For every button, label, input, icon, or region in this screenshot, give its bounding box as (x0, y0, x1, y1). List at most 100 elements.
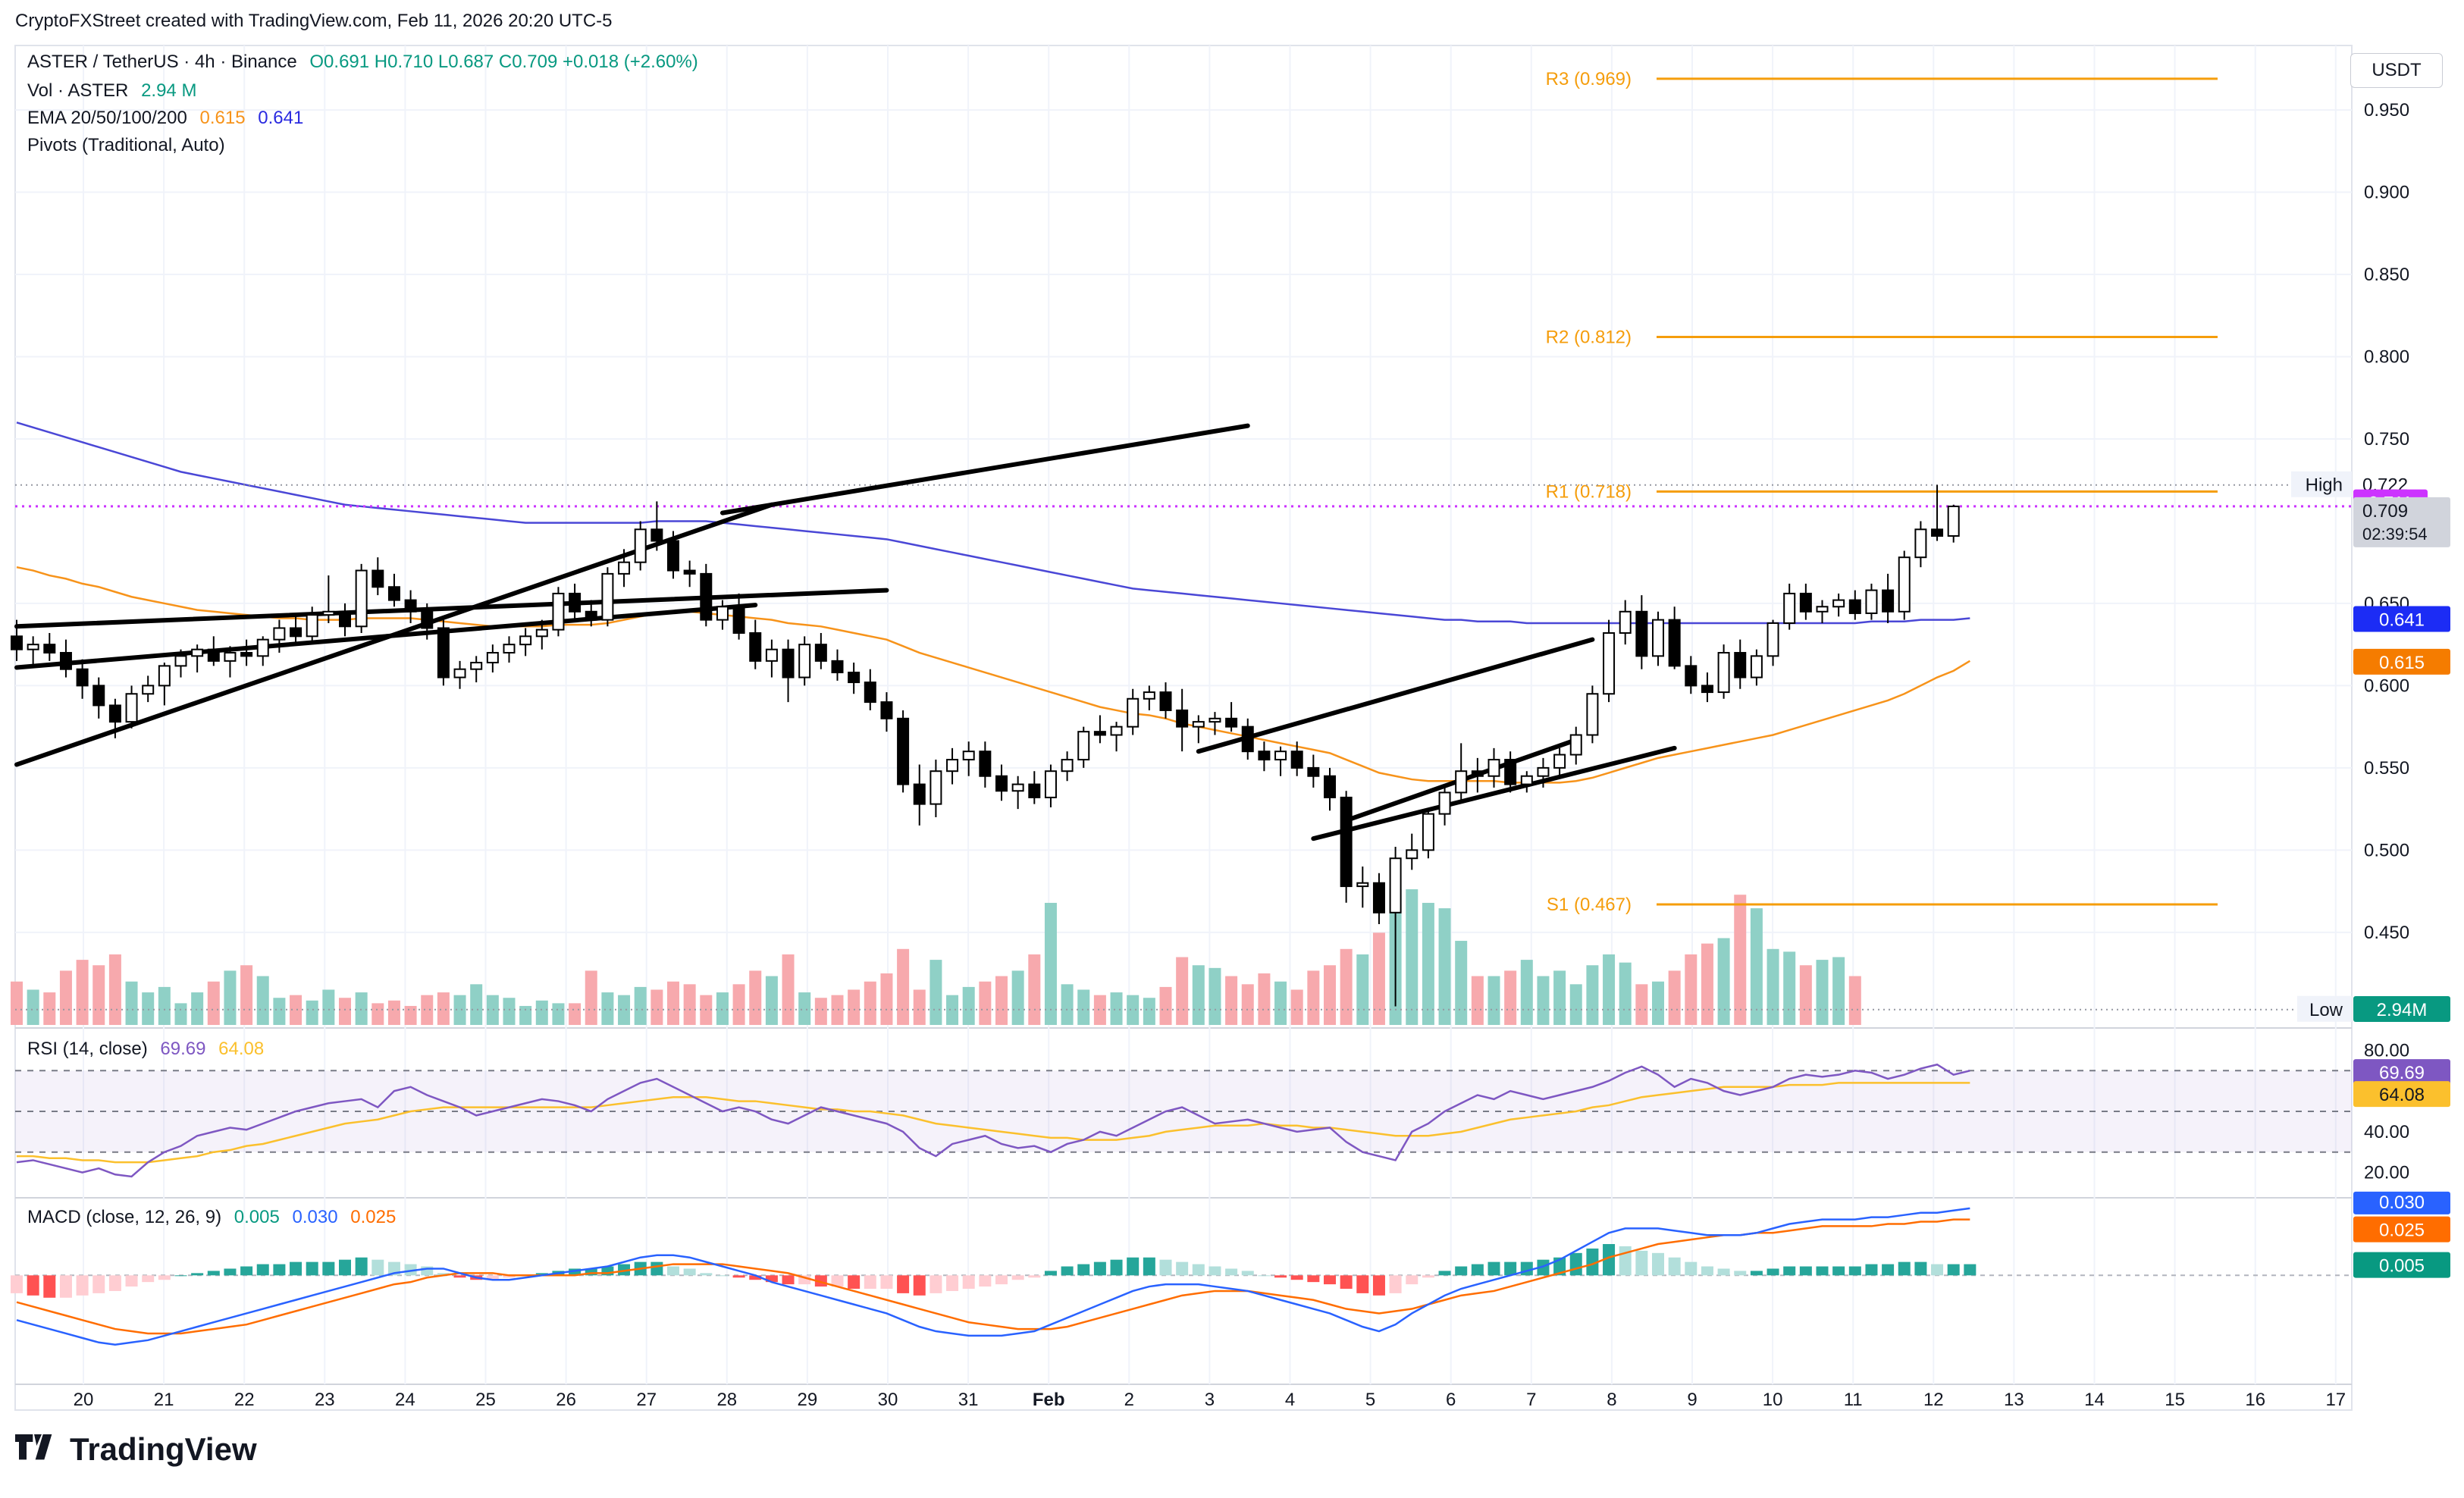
volume-legend[interactable]: Vol · ASTER 2.94 M (27, 80, 204, 102)
ema-legend[interactable]: EMA 20/50/100/200 0.615 0.641 (27, 108, 311, 129)
volume-bar (1438, 908, 1451, 1025)
volume-bar (1799, 965, 1812, 1025)
candle-body (1504, 759, 1517, 785)
macd-histogram-bar (1882, 1264, 1895, 1276)
macd-histogram-bar (1931, 1264, 1944, 1276)
candle-body (1569, 734, 1582, 756)
candle (306, 606, 318, 645)
macd-histogram-bar (1750, 1271, 1763, 1276)
candle-body (142, 685, 155, 695)
candle-body (634, 528, 647, 563)
macd-histogram-bar (798, 1275, 811, 1285)
candle-body (1143, 691, 1155, 700)
volume-bar (1832, 957, 1845, 1025)
candle-body (848, 672, 861, 684)
macd-histogram-bar (1406, 1275, 1419, 1285)
candle (1553, 747, 1566, 776)
macd-signal-label: 0.025 (2353, 1216, 2450, 1243)
candle-body (1061, 759, 1074, 773)
candle-body (1422, 813, 1434, 851)
candle (1471, 757, 1484, 793)
volume-bar (1372, 932, 1385, 1025)
low-label-bg (2297, 995, 2352, 1022)
candle (1652, 611, 1664, 666)
macd-histogram-bar (355, 1257, 368, 1276)
tradingview-brand[interactable]: TradingView (15, 1431, 257, 1468)
candle (1799, 583, 1812, 620)
volume-bar (191, 992, 204, 1025)
time-tick-label: 3 (1205, 1390, 1215, 1410)
candle-body (1537, 766, 1550, 777)
currency-button[interactable]: USDT (2350, 53, 2443, 88)
time-tick-label: 10 (1763, 1390, 1783, 1410)
candle (1307, 754, 1320, 788)
candle (142, 675, 155, 703)
candle-body (1258, 751, 1271, 761)
macd-histogram-bar (207, 1271, 220, 1276)
current-price-value: 0.709 (2362, 501, 2408, 522)
macd-histogram-bar (1422, 1275, 1434, 1278)
macd-histogram-bar (897, 1275, 910, 1293)
candle (765, 639, 778, 678)
macd-histogram-bar (306, 1261, 318, 1276)
candle (913, 764, 926, 826)
macd-legend[interactable]: MACD (close, 12, 26, 9) 0.005 0.030 0.02… (27, 1207, 403, 1228)
candle (552, 587, 565, 637)
candle (1455, 743, 1468, 801)
volume-bar (913, 989, 926, 1025)
candle (1848, 590, 1861, 620)
candle (1241, 718, 1254, 760)
macd-histogram-bar (437, 1273, 450, 1276)
pivots-legend[interactable]: Pivots (Traditional, Auto) (27, 135, 233, 156)
macd-histogram-bar (1487, 1261, 1500, 1276)
volume-bar (667, 981, 679, 1025)
candle-body (1586, 693, 1599, 736)
macd-histogram-bar (1603, 1244, 1616, 1276)
volume-bar (43, 992, 56, 1025)
macd-histogram-bar (732, 1275, 745, 1278)
macd-histogram-bar (1356, 1275, 1369, 1293)
candle-body (108, 704, 121, 723)
ema200-value: 0.641 (258, 108, 304, 128)
candle-body (1389, 857, 1402, 914)
channel-trendline (14, 588, 889, 629)
rsi-legend[interactable]: RSI (14, close) 69.69 64.08 (27, 1039, 271, 1060)
macd-histogram-bar (503, 1275, 516, 1278)
volume-bar (486, 995, 499, 1025)
time-tick-label: 21 (154, 1390, 174, 1410)
candle (1274, 746, 1287, 776)
candle (1882, 573, 1895, 623)
candle-body (1898, 556, 1911, 613)
volume-bar (1356, 954, 1369, 1025)
candle-body (27, 644, 39, 650)
candle (1832, 593, 1845, 617)
candle (1685, 656, 1698, 694)
candle (585, 600, 597, 627)
macd-histogram-bar (1799, 1266, 1812, 1276)
candle (1947, 504, 1960, 543)
volume-bar (404, 1005, 417, 1025)
macd-histogram-bar (683, 1268, 696, 1276)
volume-bar (1208, 967, 1221, 1025)
macd-histogram-bar (1143, 1257, 1155, 1276)
candle-body (1947, 505, 1960, 537)
macd-histogram-bar (1290, 1275, 1303, 1280)
rsi-ma-value-label-bg (2353, 1081, 2450, 1108)
macd-histogram-bar (1110, 1259, 1123, 1276)
macd-histogram-bar (1438, 1271, 1451, 1276)
symbol-legend[interactable]: ASTER / TetherUS · 4h · Binance O0.691 H… (27, 52, 706, 73)
macd-hist-label: 0.005 (2353, 1252, 2450, 1278)
candle-body (207, 648, 220, 662)
volume-bar (1504, 970, 1517, 1025)
candle (798, 636, 811, 686)
candle-body (749, 631, 762, 662)
macd-histogram-bar (371, 1259, 384, 1276)
macd-histogram-bar (1668, 1257, 1681, 1276)
candle-body (1603, 631, 1616, 695)
candle-body (716, 606, 729, 621)
volume-bar (1274, 981, 1287, 1025)
candle (1011, 776, 1024, 810)
candle-body (1668, 619, 1681, 667)
